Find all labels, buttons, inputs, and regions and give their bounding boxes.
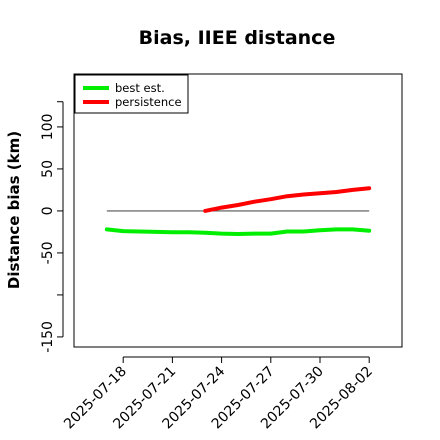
y-tick-label: 50 [40,160,56,178]
y-tick-label: -50 [40,241,56,264]
series-line-1 [203,186,372,213]
plot-area [104,186,372,236]
x-axis: 2025-07-182025-07-212025-07-242025-07-27… [61,356,376,432]
legend-box [74,74,189,114]
legend: best est.persistence [74,74,189,114]
y-tick-label: -150 [40,321,56,353]
plot-frame [73,73,403,348]
y-tick-label: 100 [40,114,56,141]
legend-label-1: persistence [115,95,182,109]
y-tick-label: 0 [40,206,56,215]
y-axis: -150 -50 0 50 100 [40,101,64,353]
y-axis-label: Distance bias (km) [5,131,23,289]
chart-title: Bias, IIEE distance [139,27,336,49]
series-line-0 [104,227,372,236]
legend-label-0: best est. [115,81,165,95]
